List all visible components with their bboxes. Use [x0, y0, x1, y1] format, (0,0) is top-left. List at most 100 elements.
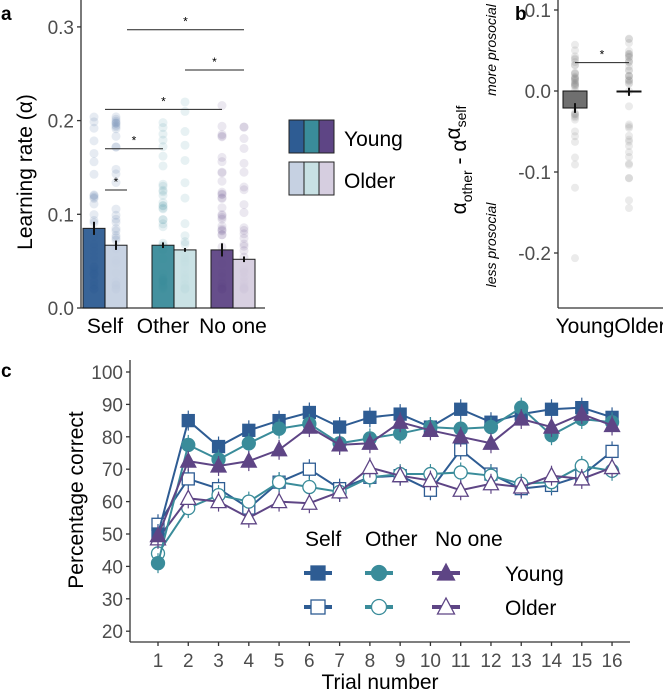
- y-axis-title: Percentage correct: [65, 411, 88, 589]
- data-point: [571, 78, 579, 87]
- triangle-marker: [452, 427, 470, 444]
- data-point: [625, 53, 633, 62]
- data-point: [571, 160, 579, 169]
- data-point: [111, 178, 121, 188]
- data-point: [571, 76, 579, 85]
- y-tick-label: 0.1: [525, 1, 551, 22]
- data-point: [217, 214, 227, 224]
- data-point: [217, 129, 227, 139]
- data-point: [571, 61, 579, 70]
- data-point: [571, 73, 579, 82]
- data-point: [625, 52, 633, 61]
- data-point: [625, 71, 633, 80]
- panel-b-label: b: [515, 4, 527, 25]
- data-point: [239, 223, 249, 233]
- triangle-marker: [573, 404, 591, 421]
- circle-marker: [241, 436, 256, 451]
- triangle-marker: [421, 471, 440, 488]
- significance-star: *: [132, 134, 137, 148]
- y-tick-label: 0.0: [525, 82, 551, 103]
- annotation-more-prosocial: more prosocial: [483, 3, 499, 96]
- data-point: [111, 164, 121, 174]
- triangle-marker: [331, 482, 349, 499]
- data-point: [217, 224, 227, 234]
- data-point: [217, 100, 227, 110]
- triangle-marker: [603, 416, 621, 433]
- series-line-other-older: [157, 464, 613, 554]
- data-point: [217, 193, 227, 203]
- panel-a: 0.0 0.1 0.2 0.3 Learning rate (α) Self Other No…: [14, 0, 403, 338]
- data-point: [625, 71, 633, 80]
- data-point: [625, 34, 633, 43]
- data-point: [239, 246, 249, 256]
- data-point: [180, 155, 190, 165]
- triangle-marker: [179, 451, 197, 468]
- x-tick-label: 11: [451, 651, 471, 672]
- data-point: [625, 62, 633, 71]
- data-point: [625, 79, 633, 88]
- data-point: [217, 226, 227, 236]
- data-point: [625, 51, 633, 60]
- data-point: [625, 137, 633, 146]
- data-point: [158, 181, 168, 191]
- data-point: [217, 190, 227, 200]
- data-point: [217, 203, 227, 213]
- data-point: [625, 120, 633, 129]
- data-point: [111, 204, 121, 214]
- triangle-marker: [270, 440, 288, 457]
- y-tick-label: 0.2: [48, 112, 74, 133]
- significance-star: *: [183, 15, 188, 29]
- data-point: [571, 79, 579, 88]
- data-point: [239, 239, 249, 249]
- data-point: [180, 140, 190, 150]
- legend-label: Young: [344, 128, 403, 151]
- data-point: [217, 187, 227, 197]
- data-point: [217, 189, 227, 199]
- data-point: [571, 68, 579, 77]
- data-point: [571, 110, 579, 119]
- data-point: [180, 178, 190, 188]
- data-point: [180, 97, 190, 107]
- data-point: [89, 157, 99, 167]
- data-point: [89, 210, 99, 220]
- legend-swatch: [288, 161, 305, 196]
- circle-marker: [453, 465, 468, 480]
- data-point: [571, 82, 579, 91]
- bar-older: [232, 258, 256, 309]
- data-point: [158, 142, 168, 152]
- square-marker: [332, 420, 347, 434]
- data-point: [217, 225, 227, 235]
- data-point: [625, 142, 633, 151]
- data-point: [180, 219, 190, 229]
- x-tick-label: 8: [365, 651, 376, 672]
- data-point: [625, 49, 633, 58]
- bar-older: [104, 244, 128, 309]
- triangle-marker: [240, 508, 258, 525]
- data-point: [111, 169, 121, 179]
- circle-marker: [271, 475, 287, 490]
- data-point: [571, 153, 579, 162]
- data-point: [571, 74, 579, 83]
- triangle-marker: [300, 417, 318, 434]
- data-point: [111, 142, 121, 152]
- data-point: [217, 167, 227, 177]
- x-tick-label: 4: [244, 651, 255, 672]
- y-axis-title: αother - ααself: [442, 105, 475, 214]
- bar-young: [82, 227, 106, 309]
- circle-marker: [483, 419, 499, 435]
- circle-marker: [302, 479, 317, 495]
- data-point: [239, 200, 249, 210]
- triangle-marker: [436, 596, 456, 615]
- series-line-no-one-older: [157, 466, 613, 540]
- data-point: [158, 179, 168, 189]
- data-point: [180, 193, 190, 203]
- x-tick-label: 13: [511, 651, 532, 672]
- data-point: [625, 66, 633, 75]
- y-title-part: α: [442, 127, 465, 139]
- data-point: [625, 76, 633, 85]
- data-point: [239, 122, 249, 132]
- data-point: [111, 230, 121, 240]
- data-point: [239, 208, 249, 218]
- y-tick-label: 0.3: [48, 18, 74, 39]
